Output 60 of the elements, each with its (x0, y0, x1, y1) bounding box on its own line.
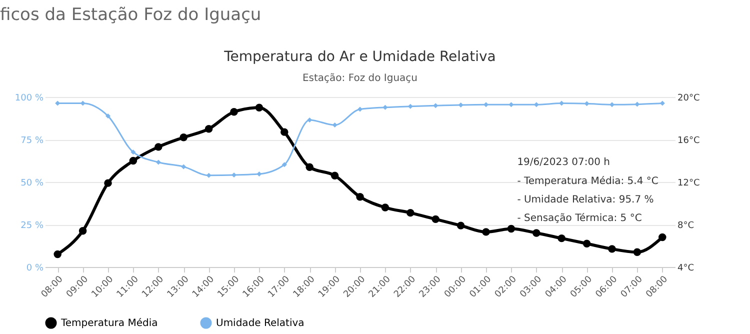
point (584, 101, 590, 106)
y-tick-label: 100 % (14, 94, 44, 104)
point (432, 215, 440, 224)
y-tick-label: 25 % (20, 221, 44, 231)
point (204, 125, 213, 133)
point (332, 122, 338, 128)
point (408, 104, 413, 109)
y2-tick-label: 20°C (678, 94, 700, 104)
point (78, 227, 87, 235)
point (406, 208, 414, 217)
point (255, 104, 264, 112)
y2-tick-label: 8°C (678, 221, 694, 231)
y-tick-label: 75 % (20, 136, 44, 146)
text: ficos da Estação Foz do Iguaçu (0, 5, 262, 25)
y-tick-label: 0 % (26, 264, 44, 274)
point (456, 222, 465, 230)
y-tick-label: 50 % (20, 178, 44, 188)
point (306, 163, 314, 171)
point (156, 160, 161, 165)
point (507, 224, 516, 233)
point (282, 162, 287, 168)
point (129, 156, 138, 165)
point (532, 229, 540, 237)
point (608, 245, 616, 253)
y2-tick-label: 12°C (678, 178, 700, 188)
point (658, 233, 666, 242)
point (181, 164, 186, 170)
annotation: 19/6/2023 07:00 h (517, 157, 610, 168)
point (558, 234, 566, 242)
point (54, 250, 62, 258)
point (508, 102, 514, 108)
point (356, 193, 364, 201)
legend-label: Temperatura Média (60, 318, 158, 329)
point (154, 143, 162, 151)
point (458, 102, 464, 108)
chart-subtitle: Estação: Foz do Iguaçu (302, 73, 418, 84)
point (230, 108, 238, 116)
point (381, 204, 390, 212)
point (358, 106, 362, 112)
y2-tick-label: 4°C (678, 264, 694, 274)
point (633, 248, 642, 256)
point (256, 172, 262, 177)
annotation: - Umidade Relativa: 95.7 % (517, 194, 654, 206)
point (180, 134, 188, 142)
annotation: - Sensação Térmica: 5 °C (517, 213, 642, 224)
point (660, 100, 665, 106)
point (232, 172, 236, 178)
point (104, 179, 112, 187)
point (582, 240, 591, 248)
point (106, 114, 110, 119)
point (484, 102, 488, 108)
y2-tick-label: 16°C (678, 136, 700, 146)
point (610, 102, 614, 108)
point (280, 128, 288, 136)
point (482, 228, 490, 236)
chart-title: Temperatura do Ar e Umidade Relativa (223, 49, 496, 65)
point (330, 172, 339, 180)
legend-label: Umidade Relativa (216, 318, 304, 329)
point (130, 150, 136, 155)
annotation: - Temperatura Média: 5.4 °C (517, 176, 658, 187)
